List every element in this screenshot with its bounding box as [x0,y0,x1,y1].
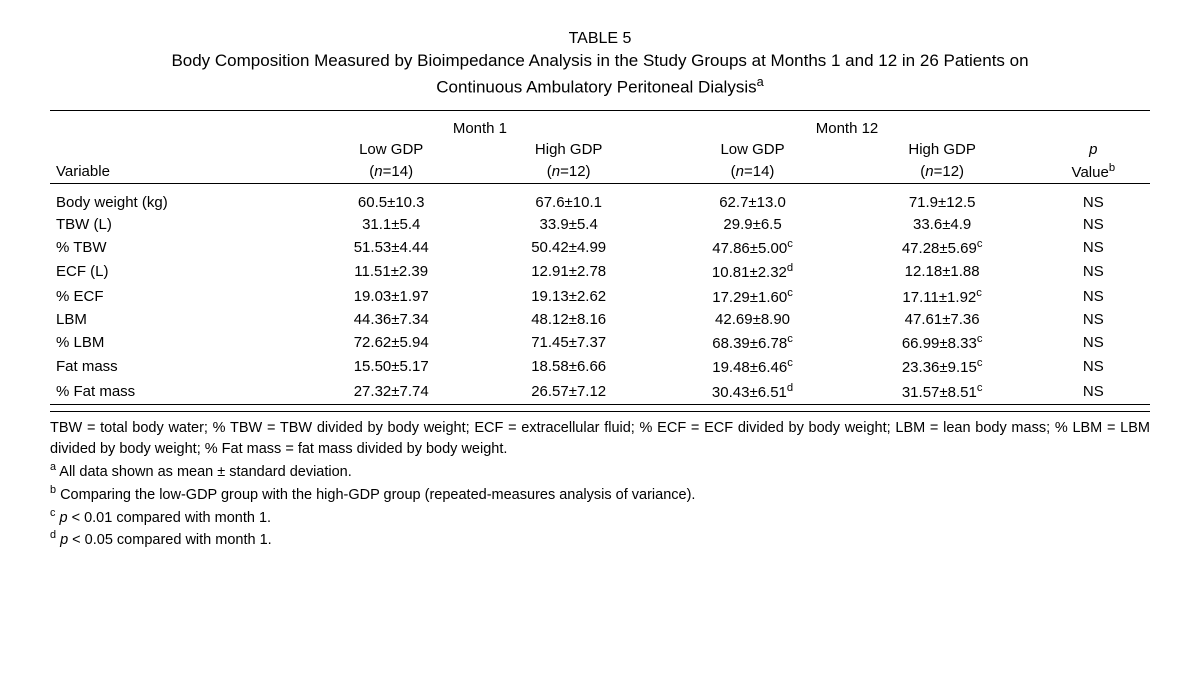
variable-cell: % TBW [50,236,302,260]
col-low-gdp-12: Low GDP [657,139,847,160]
table-number: TABLE 5 [50,30,1150,48]
value-cell: NS [1037,285,1150,309]
col-n14-1: (n=14) [302,160,479,184]
col-pvalue-p: p [1037,139,1150,160]
footnote-d: d p < 0.05 compared with month 1. [50,528,1150,551]
col-n12-12: (n=12) [848,160,1037,184]
footnote-abbrev: TBW = total body water; % TBW = TBW divi… [50,418,1150,460]
value-cell: 71.9±12.5 [848,192,1037,214]
value-cell: 31.1±5.4 [302,214,479,236]
value-cell: 48.12±8.16 [480,309,657,331]
footnote-a: a All data shown as mean ± standard devi… [50,460,1150,483]
value-cell: 12.91±2.78 [480,260,657,284]
col-high-gdp-12: High GDP [848,139,1037,160]
variable-cell: LBM [50,309,302,331]
table-row: % Fat mass27.32±7.7426.57±7.1230.43±6.51… [50,380,1150,405]
table-row: % LBM72.62±5.9471.45±7.3768.39±6.78c66.9… [50,331,1150,355]
value-cell: NS [1037,236,1150,260]
table-row: ECF (L)11.51±2.3912.91±2.7810.81±2.32d12… [50,260,1150,284]
value-cell: NS [1037,214,1150,236]
value-cell: NS [1037,192,1150,214]
variable-cell: Fat mass [50,355,302,379]
variable-cell: Body weight (kg) [50,192,302,214]
value-cell: 72.62±5.94 [302,331,479,355]
value-cell: NS [1037,331,1150,355]
variable-cell: TBW (L) [50,214,302,236]
table-container: TABLE 5 Body Composition Measured by Bio… [50,30,1150,551]
variable-cell: % LBM [50,331,302,355]
table-row: % TBW51.53±4.4450.42±4.9947.86±5.00c47.2… [50,236,1150,260]
value-cell: 19.03±1.97 [302,285,479,309]
data-table: Month 1 Month 12 Low GDP High GDP Low GD… [50,110,1150,405]
table-body: Body weight (kg)60.5±10.367.6±10.162.7±1… [50,192,1150,405]
table-row: LBM44.36±7.3448.12±8.1642.69±8.9047.61±7… [50,309,1150,331]
value-cell: 47.61±7.36 [848,309,1037,331]
table-row: TBW (L)31.1±5.433.9±5.429.9±6.533.6±4.9N… [50,214,1150,236]
title-line2: Continuous Ambulatory Peritoneal Dialysi… [436,78,756,97]
value-cell: 33.9±5.4 [480,214,657,236]
value-cell: 26.57±7.12 [480,380,657,405]
footnotes: TBW = total body water; % TBW = TBW divi… [50,411,1150,551]
col-variable: Variable [50,160,302,184]
value-cell: NS [1037,355,1150,379]
table-row: Body weight (kg)60.5±10.367.6±10.162.7±1… [50,192,1150,214]
value-cell: 71.45±7.37 [480,331,657,355]
value-cell: 19.13±2.62 [480,285,657,309]
value-cell: 15.50±5.17 [302,355,479,379]
variable-cell: % Fat mass [50,380,302,405]
col-low-gdp-1: Low GDP [302,139,479,160]
value-cell: 47.86±5.00c [657,236,847,260]
value-cell: 27.32±7.74 [302,380,479,405]
title-sup: a [757,74,764,89]
col-group-month1: Month 1 [302,119,657,139]
table-title: Body Composition Measured by Bioimpedanc… [50,50,1150,100]
value-cell: 29.9±6.5 [657,214,847,236]
value-cell: 60.5±10.3 [302,192,479,214]
value-cell: 31.57±8.51c [848,380,1037,405]
value-cell: 23.36±9.15c [848,355,1037,379]
value-cell: 33.6±4.9 [848,214,1037,236]
value-cell: 11.51±2.39 [302,260,479,284]
table-row: % ECF19.03±1.9719.13±2.6217.29±1.60c17.1… [50,285,1150,309]
value-cell: NS [1037,380,1150,405]
value-cell: 17.11±1.92c [848,285,1037,309]
value-cell: NS [1037,309,1150,331]
col-high-gdp-1: High GDP [480,139,657,160]
value-cell: NS [1037,260,1150,284]
value-cell: 17.29±1.60c [657,285,847,309]
variable-cell: ECF (L) [50,260,302,284]
value-cell: 10.81±2.32d [657,260,847,284]
footnote-c: c p < 0.01 compared with month 1. [50,506,1150,529]
value-cell: 30.43±6.51d [657,380,847,405]
variable-cell: % ECF [50,285,302,309]
value-cell: 47.28±5.69c [848,236,1037,260]
value-cell: 50.42±4.99 [480,236,657,260]
col-pvalue-label: Valueb [1037,160,1150,184]
value-cell: 18.58±6.66 [480,355,657,379]
value-cell: 67.6±10.1 [480,192,657,214]
value-cell: 19.48±6.46c [657,355,847,379]
col-n12-1: (n=12) [480,160,657,184]
col-group-month12: Month 12 [657,119,1036,139]
value-cell: 42.69±8.90 [657,309,847,331]
footnote-b: b Comparing the low-GDP group with the h… [50,483,1150,506]
col-n14-12: (n=14) [657,160,847,184]
value-cell: 68.39±6.78c [657,331,847,355]
value-cell: 44.36±7.34 [302,309,479,331]
value-cell: 66.99±8.33c [848,331,1037,355]
value-cell: 51.53±4.44 [302,236,479,260]
table-row: Fat mass15.50±5.1718.58±6.6619.48±6.46c2… [50,355,1150,379]
title-line1: Body Composition Measured by Bioimpedanc… [171,51,1028,70]
value-cell: 12.18±1.88 [848,260,1037,284]
value-cell: 62.7±13.0 [657,192,847,214]
